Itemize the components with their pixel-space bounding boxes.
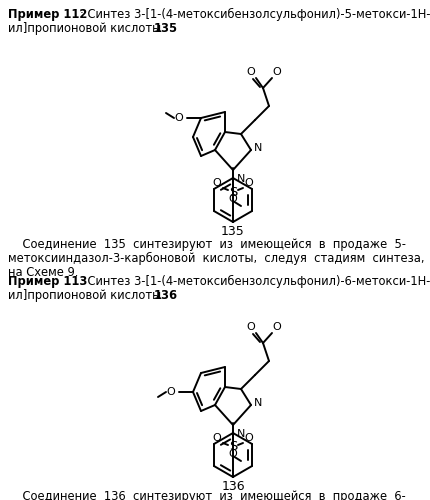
Text: O: O (273, 67, 281, 77)
Text: N: N (254, 143, 262, 153)
Text: S: S (229, 440, 237, 454)
Text: ил]пропионовой кислоты: ил]пропионовой кислоты (8, 22, 165, 35)
Text: на Схеме 9.: на Схеме 9. (8, 266, 78, 279)
Text: N: N (237, 429, 246, 439)
Text: 135: 135 (221, 225, 245, 238)
Text: 136: 136 (154, 289, 178, 302)
Text: N: N (237, 174, 246, 184)
Text: Пример 112: Пример 112 (8, 8, 87, 21)
Text: : Синтез 3-[1-(4-метоксибензолсульфонил)-5-метокси-1Н-индазол-3-: : Синтез 3-[1-(4-метоксибензолсульфонил)… (80, 8, 430, 21)
Text: ил]пропионовой кислоты: ил]пропионовой кислоты (8, 289, 165, 302)
Text: O: O (229, 194, 237, 204)
Text: N: N (254, 398, 262, 408)
Text: S: S (229, 186, 237, 198)
Text: O: O (273, 322, 281, 332)
Text: O: O (229, 449, 237, 459)
Text: метоксииндазол-3-карбоновой  кислоты,  следуя  стадиям  синтеза,  показанным: метоксииндазол-3-карбоновой кислоты, сле… (8, 252, 430, 265)
Text: O: O (212, 433, 221, 443)
Text: O: O (167, 387, 175, 397)
Text: 135: 135 (154, 22, 178, 35)
Text: : Синтез 3-[1-(4-метоксибензолсульфонил)-6-метокси-1Н-индазол-3-: : Синтез 3-[1-(4-метоксибензолсульфонил)… (80, 275, 430, 288)
Text: O: O (175, 113, 183, 123)
Text: 136: 136 (221, 480, 245, 493)
Text: O: O (245, 178, 253, 188)
Text: O: O (247, 67, 255, 77)
Text: Соединение  135  синтезируют  из  имеющейся  в  продаже  5-: Соединение 135 синтезируют из имеющейся … (8, 238, 406, 251)
Text: O: O (212, 178, 221, 188)
Text: O: O (245, 433, 253, 443)
Text: Соединение  136  синтезируют  из  имеющейся  в  продаже  6-: Соединение 136 синтезируют из имеющейся … (8, 490, 406, 500)
Text: O: O (247, 322, 255, 332)
Text: Пример 113: Пример 113 (8, 275, 87, 288)
